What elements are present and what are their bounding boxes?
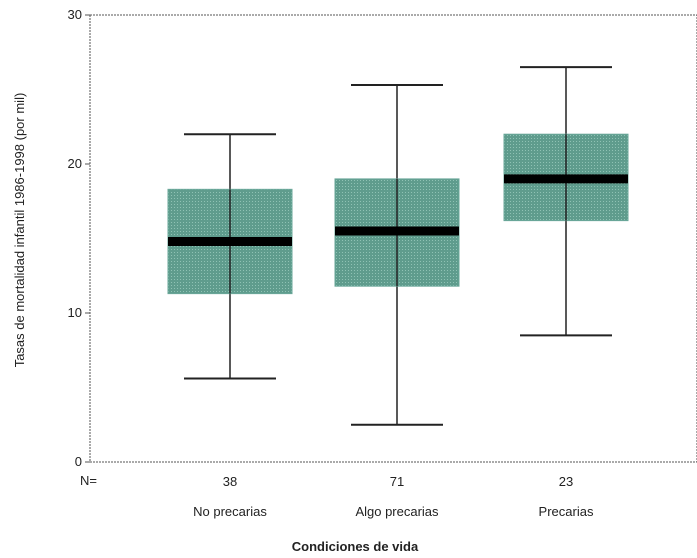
boxes-group (167, 66, 629, 426)
n-label: N= (80, 473, 97, 488)
box-1 (167, 133, 293, 380)
x-axis-labels: 38 No precarias 71 Algo precarias 23 Precaria… (193, 474, 594, 519)
y-tick-label: 20 (68, 156, 82, 171)
y-tick-label: 0 (75, 454, 82, 469)
box-2 (334, 84, 460, 426)
y-axis-title: Tasas de mortalidad infantil 1986-1998 (… (12, 93, 27, 368)
category-label: Precarias (539, 504, 594, 519)
n-count-label: 38 (223, 474, 237, 489)
category-label: No precarias (193, 504, 267, 519)
n-count-label: 71 (390, 474, 404, 489)
box-3 (503, 66, 629, 337)
y-axis: 0 10 20 30 (68, 7, 90, 469)
y-tick-label: 10 (68, 305, 82, 320)
n-count-label: 23 (559, 474, 573, 489)
x-axis-title: Condiciones de vida (292, 539, 419, 554)
y-tick-label: 30 (68, 7, 82, 22)
category-label: Algo precarias (355, 504, 439, 519)
